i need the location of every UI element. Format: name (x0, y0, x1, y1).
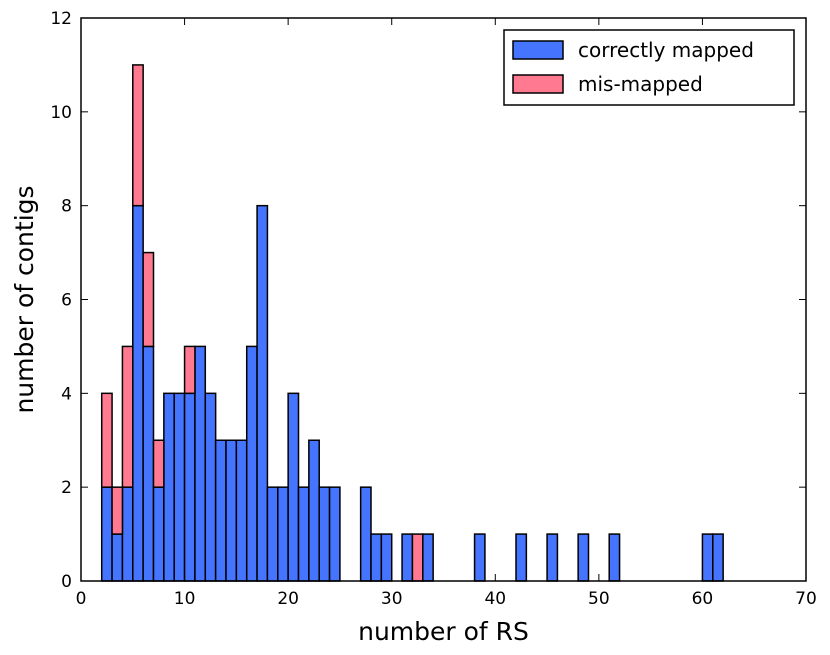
bar-mis-3 (111, 486, 124, 535)
bar-correct-24 (328, 486, 341, 582)
bar-correct-33 (422, 533, 434, 582)
bar-mis-32 (411, 533, 424, 582)
y-tick-label: 10 (50, 103, 72, 123)
bar-correct-45 (546, 533, 559, 582)
bar-correct-9 (173, 392, 186, 582)
bar-correct-29 (380, 533, 393, 582)
bar-correct-48 (577, 533, 590, 582)
bar-correct-7 (152, 486, 165, 582)
y-axis-label: number of contigs (10, 185, 39, 413)
bar-correct-10 (183, 392, 196, 582)
x-axis-label: number of RS (358, 617, 529, 646)
bar-correct-12 (204, 392, 217, 582)
bar-correct-16 (245, 345, 258, 582)
x-tick-label: 60 (692, 589, 714, 609)
y-tick-label: 2 (61, 478, 72, 498)
y-tick-label: 6 (61, 291, 72, 311)
bar-correct-51 (608, 533, 621, 582)
bar-correct-61 (712, 533, 724, 582)
legend-label-mis-mapped: mis-mapped (578, 72, 703, 96)
bar-correct-2 (100, 486, 113, 582)
bar-correct-28 (370, 533, 383, 582)
x-tick-label: 70 (795, 589, 817, 609)
bar-mis-2 (100, 392, 113, 488)
bar-correct-13 (214, 439, 227, 582)
bar-mis-6 (142, 251, 155, 348)
bar-correct-19 (277, 486, 289, 582)
bar-correct-15 (235, 439, 248, 582)
y-tick-label: 12 (50, 9, 72, 29)
bar-mis-10 (183, 345, 196, 395)
legend: correctly mapped mis-mapped (503, 29, 795, 106)
bar-correct-21 (297, 486, 310, 582)
bar-mis-7 (152, 439, 165, 488)
bar-mis-4 (121, 345, 134, 488)
y-tick-label: 4 (61, 384, 72, 404)
bar-correct-14 (225, 439, 238, 582)
x-tick-label: 10 (174, 589, 196, 609)
x-tick-label: 50 (588, 589, 610, 609)
plot-frame (80, 17, 807, 582)
bars-correctly-mapped (100, 204, 724, 582)
bar-correct-23 (318, 486, 331, 582)
bar-correct-3 (111, 533, 124, 582)
bar-correct-8 (163, 392, 175, 582)
bar-correct-27 (359, 486, 372, 582)
legend-swatch-correctly-mapped (512, 40, 564, 60)
tick-labels: 0 10 20 30 40 50 60 70 0 2 4 6 8 10 12 (50, 9, 816, 609)
legend-label-correctly-mapped: correctly mapped (578, 38, 754, 62)
bar-correct-22 (308, 439, 320, 582)
bar-mis-5 (132, 64, 144, 207)
bar-correct-11 (194, 345, 207, 582)
bar-correct-18 (266, 486, 279, 582)
bar-correct-6 (142, 345, 155, 582)
bar-correct-20 (287, 392, 300, 582)
bar-correct-38 (473, 533, 486, 582)
x-tick-label: 40 (484, 589, 506, 609)
x-tick-label: 30 (381, 589, 403, 609)
x-tick-label: 0 (76, 589, 87, 609)
bar-correct-42 (515, 533, 528, 582)
bars-mis-mapped (100, 64, 424, 582)
y-tick-label: 8 (61, 197, 72, 217)
bar-correct-17 (256, 204, 269, 582)
y-tick-label: 0 (61, 572, 72, 592)
bar-correct-4 (121, 486, 134, 582)
bar-correct-60 (701, 533, 714, 582)
bar-correct-5 (132, 204, 144, 582)
x-tick-label: 20 (277, 589, 299, 609)
bar-correct-31 (401, 533, 414, 582)
legend-swatch-mis-mapped (512, 74, 564, 94)
